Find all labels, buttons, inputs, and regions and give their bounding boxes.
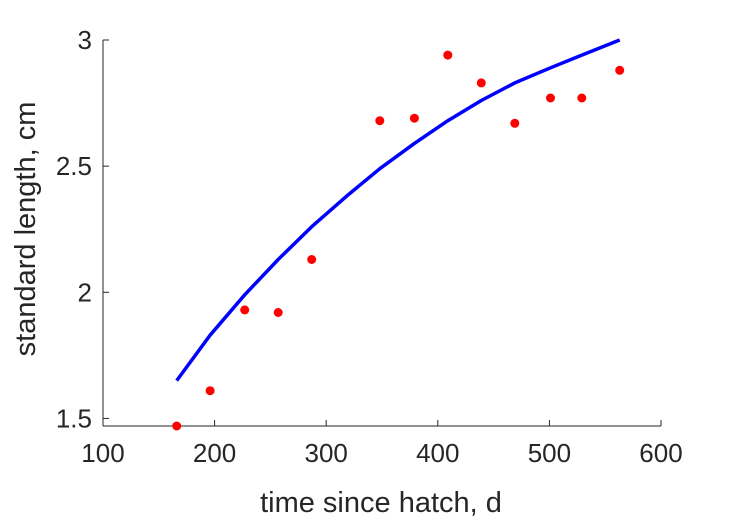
- plot-area: [172, 38, 625, 431]
- x-tick-label: 500: [528, 438, 571, 468]
- y-tick-label: 2.5: [56, 151, 92, 181]
- y-tick-label: 3: [78, 25, 92, 55]
- data-point: [375, 116, 385, 126]
- data-point: [205, 386, 215, 396]
- data-point: [273, 308, 283, 317]
- y-axis-label: standard length, cm: [10, 102, 42, 357]
- x-axis-label: time since hatch, d: [260, 487, 502, 519]
- data-point: [240, 305, 250, 315]
- x-tick-label: 600: [639, 438, 682, 468]
- x-tick-label: 300: [305, 438, 348, 468]
- data-point: [409, 113, 419, 123]
- y-tick-label: 2: [78, 277, 92, 307]
- x-tick-label: 200: [193, 438, 236, 468]
- data-point: [510, 118, 520, 128]
- data-point: [577, 93, 587, 103]
- data-point: [443, 50, 453, 60]
- x-tick-label: 400: [416, 438, 459, 468]
- data-point: [307, 255, 317, 264]
- fit-line: [175, 38, 621, 382]
- data-point: [615, 65, 625, 75]
- data-point: [172, 421, 182, 431]
- axes: 100 200 300 400 500 600 1.5 2 2.5 3: [56, 25, 683, 468]
- data-point: [476, 78, 486, 88]
- y-tick-label: 1.5: [56, 403, 92, 433]
- x-tick-label: 100: [81, 438, 124, 468]
- data-point: [546, 93, 555, 103]
